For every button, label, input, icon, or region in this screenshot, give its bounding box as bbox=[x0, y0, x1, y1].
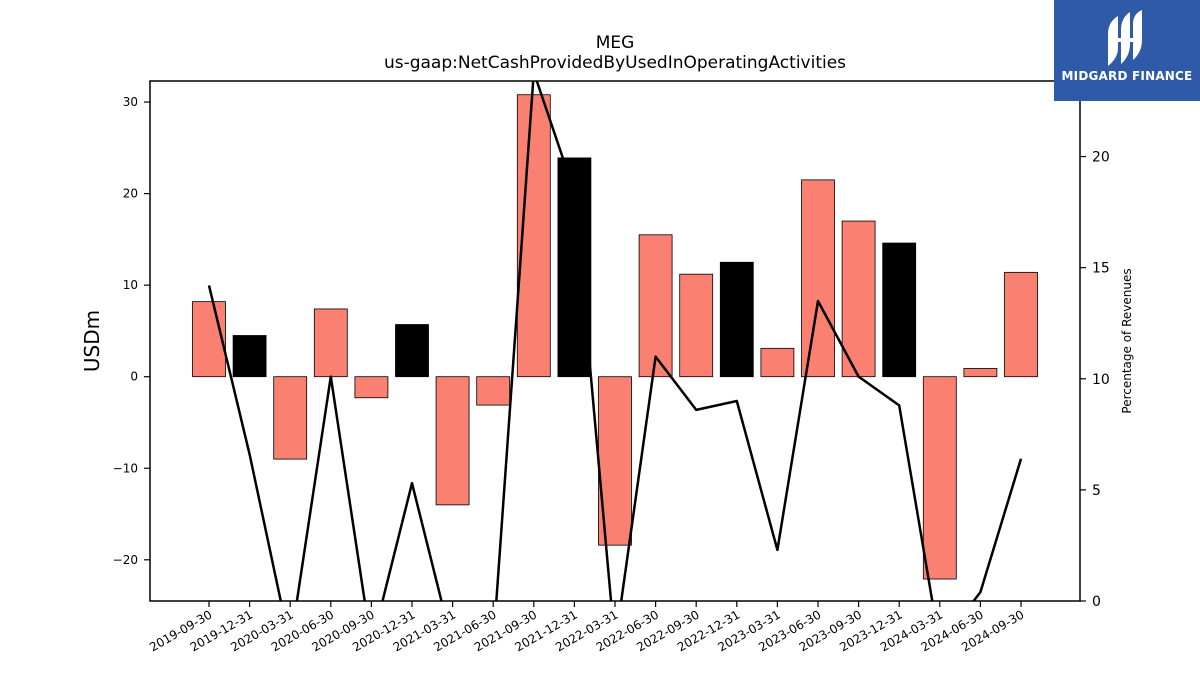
y2-tick-label: 15 bbox=[1092, 261, 1110, 277]
bar-2023-12-31 bbox=[882, 242, 917, 378]
y-tick-label: −10 bbox=[113, 461, 138, 475]
y-tick-label: 30 bbox=[123, 95, 138, 109]
midgard-logo-icon bbox=[1108, 10, 1142, 66]
bar-series bbox=[192, 94, 1038, 580]
midgard-finance-logo: MIDGARD FINANCE bbox=[1054, 0, 1200, 101]
y2-tick-label: 0 bbox=[1092, 594, 1101, 610]
bar-2024-03-31 bbox=[922, 376, 957, 580]
bar-2023-06-30 bbox=[801, 179, 835, 378]
logo-text: MIDGARD FINANCE bbox=[1061, 69, 1193, 83]
bar-2020-03-31 bbox=[273, 376, 308, 460]
bar-2024-06-30 bbox=[963, 368, 998, 378]
bar-2020-09-30 bbox=[354, 376, 389, 399]
bar-2022-09-30 bbox=[679, 273, 714, 378]
bar-2021-03-31 bbox=[435, 376, 470, 506]
chart-subtitle: us-gaap:NetCashProvidedByUsedInOperating… bbox=[384, 53, 846, 73]
y2-axis: 0 5 10 15 20 bbox=[1080, 150, 1110, 610]
bar-2023-03-31 bbox=[760, 347, 795, 378]
percentage-line bbox=[207, 81, 1023, 601]
bar-2021-06-30 bbox=[476, 376, 511, 406]
y-axis-label: USDm bbox=[80, 310, 104, 372]
x-axis: 2019-09-302019-12-312020-03-312020-06-30… bbox=[147, 601, 1027, 654]
bar-2020-12-31 bbox=[395, 324, 429, 378]
bar-2024-09-30 bbox=[1004, 271, 1038, 378]
bar-2020-06-30 bbox=[313, 308, 348, 378]
bar-2019-12-31 bbox=[232, 335, 267, 378]
bar-2022-06-30 bbox=[638, 234, 673, 378]
y-tick-label: 0 bbox=[130, 370, 138, 384]
y-tick-label: −20 bbox=[113, 553, 138, 567]
chart-title: MEG bbox=[596, 33, 635, 53]
plot-frame bbox=[149, 80, 1081, 602]
bar-2019-09-30 bbox=[192, 301, 226, 378]
bar-2022-12-31 bbox=[719, 261, 754, 378]
y2-tick-label: 20 bbox=[1092, 150, 1110, 166]
y2-tick-label: 10 bbox=[1092, 372, 1110, 388]
y2-axis-label: Percentage of Revenues bbox=[1120, 268, 1134, 413]
y-tick-label: 10 bbox=[123, 278, 138, 292]
y2-tick-label: 5 bbox=[1092, 483, 1101, 499]
y-axis: −20 −10 0 10 20 30 bbox=[113, 95, 150, 567]
y-tick-label: 20 bbox=[123, 187, 138, 201]
